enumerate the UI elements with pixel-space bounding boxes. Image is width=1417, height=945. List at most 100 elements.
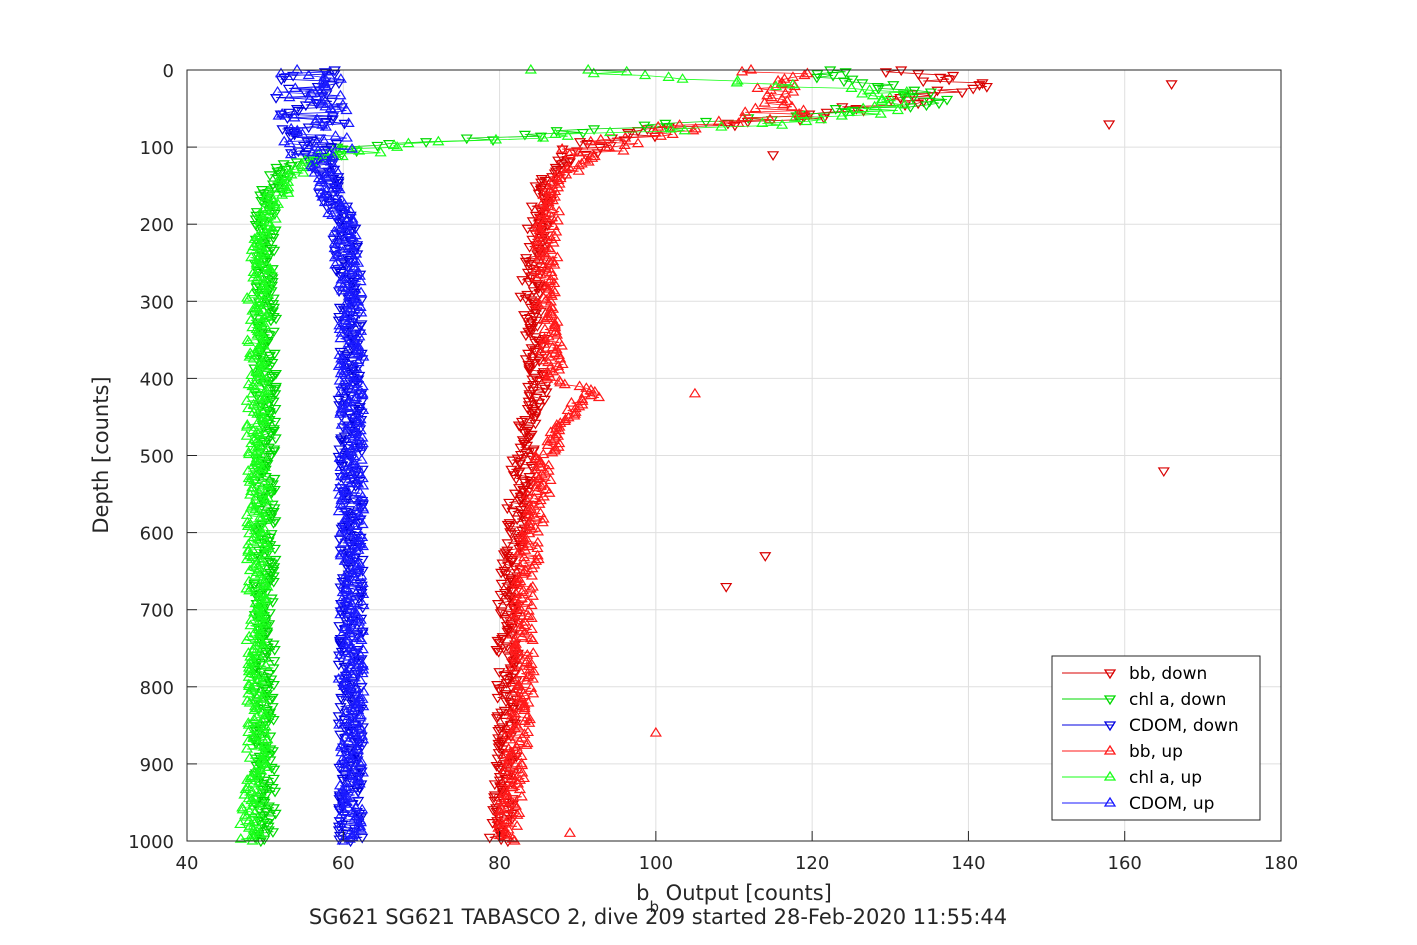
data-point	[542, 282, 555, 293]
data-point	[511, 579, 524, 589]
data-point	[265, 203, 278, 214]
data-point	[829, 105, 842, 115]
data-point	[506, 833, 519, 843]
data-point	[541, 373, 554, 383]
data-point	[530, 297, 543, 308]
data-point	[268, 646, 281, 656]
data-point	[541, 439, 554, 449]
data-point	[515, 591, 528, 602]
data-point	[872, 84, 885, 95]
data-point	[536, 516, 549, 527]
data-point	[258, 798, 271, 808]
data-point	[652, 120, 665, 131]
data-point	[248, 569, 262, 580]
data-point	[256, 715, 269, 725]
data-point	[340, 522, 353, 532]
data-point	[506, 608, 520, 619]
data-point	[492, 743, 505, 754]
data-point	[333, 401, 346, 412]
data-point	[261, 460, 274, 470]
data-point	[576, 395, 589, 405]
data-point	[303, 93, 316, 104]
data-point	[521, 496, 534, 507]
data-point	[900, 85, 913, 96]
data-point	[879, 68, 892, 78]
data-point	[529, 511, 542, 521]
data-point	[509, 597, 522, 608]
data-point	[777, 78, 790, 89]
data-point	[343, 752, 356, 762]
data-point	[342, 321, 355, 332]
data-point	[518, 698, 531, 709]
data-point	[374, 146, 387, 157]
legend-entry: chl a, down	[1062, 690, 1226, 710]
data-point	[342, 650, 355, 661]
data-point	[356, 531, 369, 541]
data-point	[272, 109, 285, 120]
data-point	[252, 268, 265, 279]
data-point-outlier	[563, 827, 576, 837]
data-point	[338, 676, 352, 687]
data-point	[510, 474, 523, 485]
data-point	[328, 242, 341, 253]
data-point	[261, 542, 274, 553]
data-point-outlier	[1165, 80, 1178, 91]
data-point	[357, 700, 370, 711]
data-point	[516, 568, 529, 578]
data-point	[341, 400, 354, 411]
data-point	[492, 726, 505, 737]
data-point	[334, 608, 347, 619]
data-point	[336, 398, 349, 409]
data-point	[371, 141, 384, 152]
data-point	[501, 792, 515, 803]
data-point	[342, 770, 355, 781]
data-point	[334, 332, 347, 343]
data-point	[252, 306, 265, 317]
data-point	[334, 809, 347, 819]
data-point-outlier	[524, 63, 537, 74]
data-point	[350, 534, 363, 545]
data-point	[492, 647, 505, 658]
legend-entry: CDOM, down	[1062, 716, 1239, 736]
data-point	[547, 236, 560, 247]
data-point	[260, 373, 273, 383]
data-point	[283, 91, 296, 102]
data-point	[498, 764, 511, 775]
data-point	[492, 749, 505, 759]
data-point	[572, 146, 585, 157]
data-point	[261, 409, 274, 420]
data-point	[490, 714, 504, 724]
data-point	[521, 649, 534, 659]
data-point	[335, 525, 348, 536]
data-point	[338, 662, 351, 673]
data-point	[343, 465, 356, 475]
data-point	[798, 69, 811, 80]
data-point	[338, 645, 352, 656]
data-point	[506, 770, 519, 781]
data-point	[515, 630, 529, 641]
data-point	[252, 649, 265, 659]
data-point	[258, 724, 271, 735]
data-point	[517, 485, 530, 496]
data-point	[687, 124, 700, 135]
data-point	[343, 833, 356, 843]
data-point	[242, 575, 256, 586]
data-point	[550, 419, 563, 429]
data-point	[765, 91, 778, 102]
data-point	[338, 621, 351, 632]
data-point	[258, 579, 271, 589]
data-point	[285, 168, 298, 179]
y-tick-label: 300	[140, 292, 174, 313]
data-point	[499, 816, 513, 827]
data-point	[246, 304, 259, 315]
data-point	[334, 741, 347, 751]
data-point	[552, 349, 566, 359]
data-point	[242, 665, 255, 676]
data-point	[518, 704, 531, 714]
data-point	[351, 564, 364, 575]
data-point	[533, 223, 546, 234]
data-point	[875, 95, 888, 105]
data-point	[250, 365, 263, 376]
data-point	[252, 759, 265, 770]
data-point	[246, 777, 260, 788]
